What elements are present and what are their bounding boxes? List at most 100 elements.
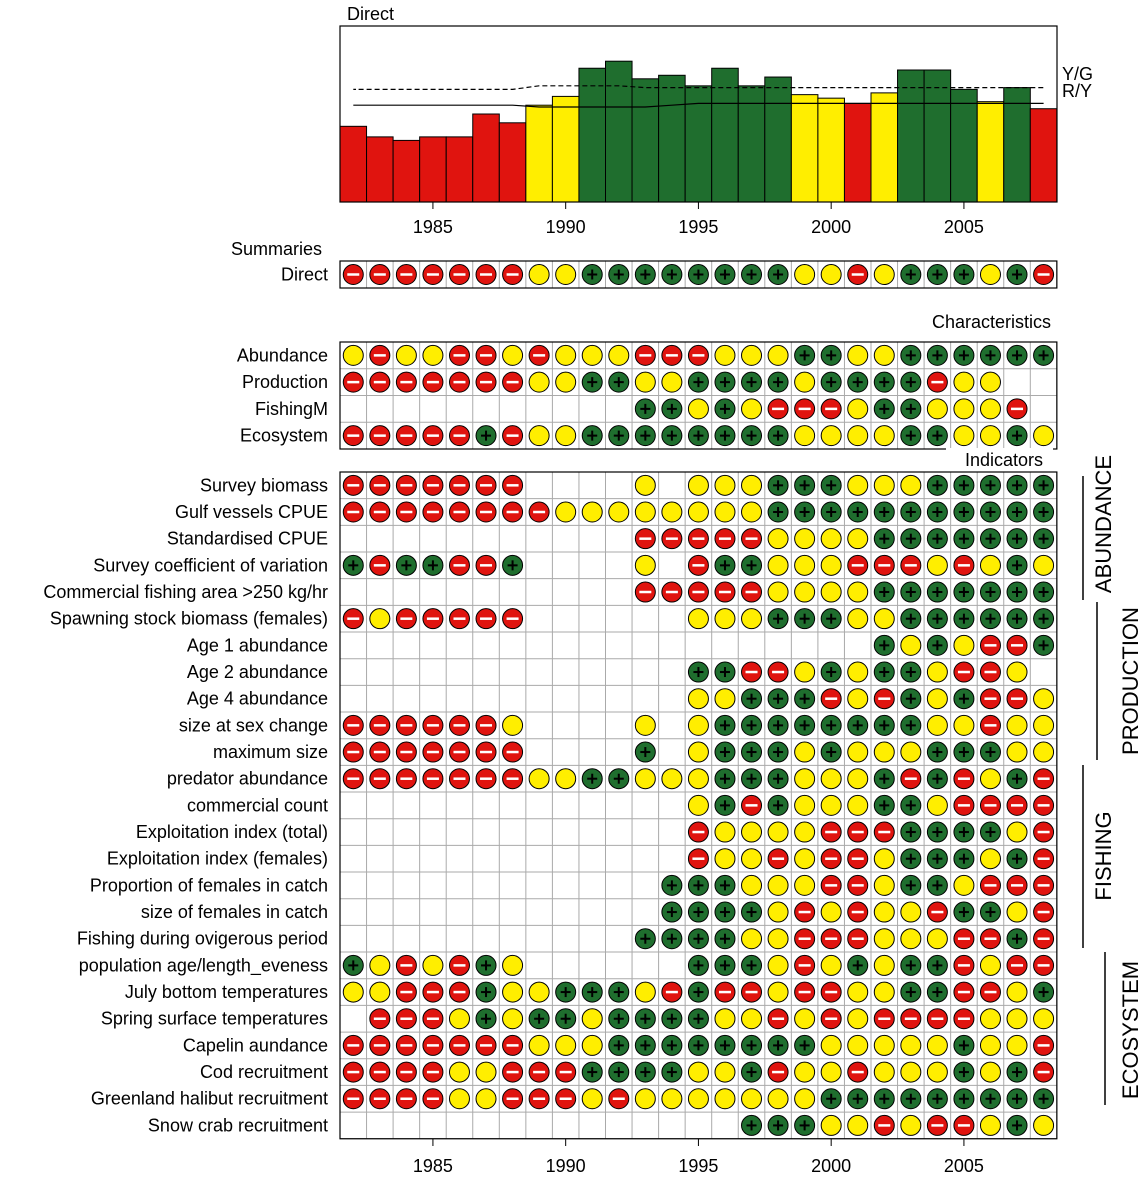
- status-circle: [608, 501, 630, 523]
- status-abundance-1992: [608, 344, 630, 366]
- status-snow-crab-recruitment-2007: [1006, 1114, 1028, 1136]
- status-circle: [714, 608, 736, 630]
- panel-frame: [339, 341, 1058, 450]
- reference-line-yg: [353, 85, 1044, 91]
- status-maximum-size-1995: [687, 741, 709, 763]
- status-commercial-fishing-area-250-kg-hr-2005: [953, 581, 975, 603]
- status-standardised-cpue-2007: [1006, 528, 1028, 550]
- bar-2003: [897, 69, 925, 203]
- status-capelin-aundance-1997: [741, 1034, 763, 1056]
- status-gulf-vessels-cpue-1982: [342, 501, 364, 523]
- status-proportion-of-females-in-catch-2006: [979, 874, 1001, 896]
- row-label-july-bottom-temperatures: July bottom temperatures: [125, 982, 328, 1002]
- status-exploitation-index-total-2007: [1006, 821, 1028, 843]
- status-circle: [502, 954, 524, 976]
- status-snow-crab-recruitment-1999: [794, 1114, 816, 1136]
- x-tick-label-1990: 1990: [546, 217, 586, 237]
- status-age-2-abundance-2006: [979, 661, 1001, 683]
- status-greenland-halibut-recruitment-2002: [873, 1088, 895, 1110]
- status-circle: [528, 264, 550, 285]
- status-circle: [820, 425, 842, 447]
- status-snow-crab-recruitment-2005: [953, 1114, 975, 1136]
- status-circle: [1006, 1034, 1028, 1056]
- status-maximum-size-1985: [422, 741, 444, 763]
- status-size-at-sex-change-1996: [714, 714, 736, 736]
- status-standardised-cpue-1995: [687, 528, 709, 550]
- status-fishingm-1999: [794, 398, 816, 420]
- status-direct-2007: [1006, 264, 1028, 285]
- status-predator-abundance-1998: [767, 768, 789, 790]
- status-snow-crab-recruitment-1997: [741, 1114, 763, 1136]
- status-size-at-sex-change-2008: [1033, 714, 1055, 736]
- status-ecosystem-1989: [528, 425, 550, 447]
- status-spring-surface-temperatures-1991: [581, 1008, 603, 1030]
- status-circle: [847, 688, 869, 710]
- status-predator-abundance-1985: [422, 768, 444, 790]
- status-circle: [1033, 425, 1055, 447]
- status-circle: [873, 981, 895, 1003]
- status-circle: [448, 1061, 470, 1083]
- status-ecosystem-1999: [794, 425, 816, 447]
- status-age-2-abundance-2000: [820, 661, 842, 683]
- status-july-bottom-temperatures-2004: [926, 981, 948, 1003]
- status-cod-recruitment-2005: [953, 1061, 975, 1083]
- status-ecosystem-2004: [926, 425, 948, 447]
- status-exploitation-index-total-2002: [873, 821, 895, 843]
- status-cod-recruitment-1988: [502, 1061, 524, 1083]
- status-size-at-sex-change-2005: [953, 714, 975, 736]
- group-labels: ABUNDANCE PRODUCTION FISHING ECOSYSTEM: [1082, 455, 1143, 1105]
- status-age-2-abundance-1995: [687, 661, 709, 683]
- status-greenland-halibut-recruitment-2001: [847, 1088, 869, 1110]
- status-circle: [634, 501, 656, 523]
- status-survey-coefficient-of-variation-1984: [395, 554, 417, 576]
- status-survey-biomass-1988: [502, 474, 524, 496]
- status-circle: [953, 714, 975, 736]
- status-exploitation-index-females-1996: [714, 848, 736, 870]
- status-size-at-sex-change-1997: [741, 714, 763, 736]
- status-circle: [502, 344, 524, 366]
- bar-1989: [525, 104, 553, 203]
- status-july-bottom-temperatures-1998: [767, 981, 789, 1003]
- bar-1987: [472, 113, 500, 203]
- status-circle: [741, 874, 763, 896]
- status-age-4-abundance-2000: [820, 688, 842, 710]
- status-spring-surface-temperatures-2005: [953, 1008, 975, 1030]
- status-circle: [422, 954, 444, 976]
- status-circle: [741, 608, 763, 630]
- status-gulf-vessels-cpue-2001: [847, 501, 869, 523]
- status-capelin-aundance-1984: [395, 1034, 417, 1056]
- row-label-fishing-during-ovigerous-period: Fishing during ovigerous period: [77, 929, 328, 949]
- status-snow-crab-recruitment-2001: [847, 1114, 869, 1136]
- status-spring-surface-temperatures-1987: [475, 1008, 497, 1030]
- status-circle: [1033, 714, 1055, 736]
- status-circle: [687, 714, 709, 736]
- status-predator-abundance-1995: [687, 768, 709, 790]
- status-greenland-halibut-recruitment-1991: [581, 1088, 603, 1110]
- status-direct-1996: [714, 264, 736, 285]
- status-exploitation-index-females-1995: [687, 848, 709, 870]
- status-size-of-females-in-catch-1994: [661, 901, 683, 923]
- status-july-bottom-temperatures-1984: [395, 981, 417, 1003]
- status-circle: [847, 608, 869, 630]
- status-ecosystem-1983: [369, 425, 391, 447]
- row-label-exploitation-index-total: Exploitation index (total): [136, 822, 328, 842]
- status-circle: [741, 848, 763, 870]
- status-circle: [820, 1114, 842, 1136]
- row-label-age-4-abundance: Age 4 abundance: [187, 689, 328, 709]
- status-capelin-aundance-1999: [794, 1034, 816, 1056]
- status-maximum-size-2004: [926, 741, 948, 763]
- status-circle: [847, 474, 869, 496]
- status-age-2-abundance-1997: [741, 661, 763, 683]
- status-circle: [847, 344, 869, 366]
- status-capelin-aundance-1993: [634, 1034, 656, 1056]
- status-proportion-of-females-in-catch-2008: [1033, 874, 1055, 896]
- bar-1995: [684, 85, 713, 203]
- status-production-1997: [741, 371, 763, 393]
- status-cod-recruitment-1994: [661, 1061, 683, 1083]
- status-exploitation-index-total-1999: [794, 821, 816, 843]
- status-circle: [926, 928, 948, 950]
- status-age-1-abundance-2008: [1033, 634, 1055, 656]
- status-circle: [528, 1034, 550, 1056]
- status-circle: [979, 398, 1001, 420]
